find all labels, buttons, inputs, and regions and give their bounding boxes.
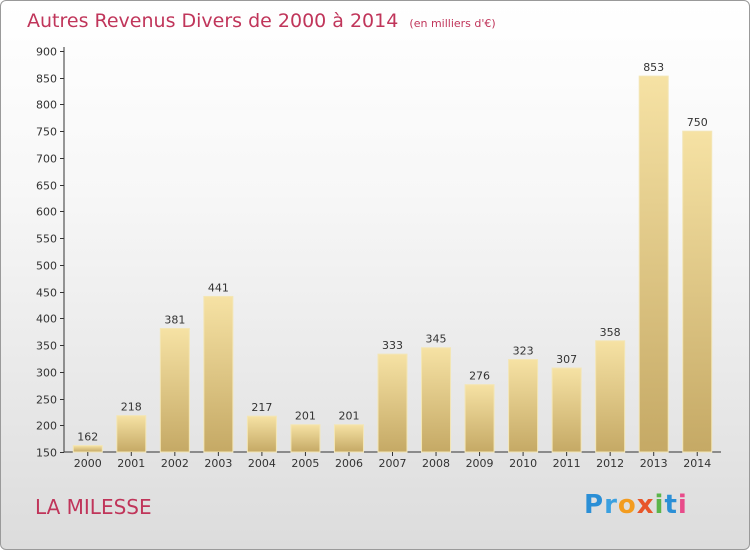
y-tick-label: 200 [36,420,57,433]
data-label: 750 [687,116,708,129]
x-tick-label: 2002 [161,457,189,470]
bar [638,75,669,453]
plot-area: 150 200 250 300 350 400 450 500 550 600 650 700 750 8… [36,46,721,470]
y-tick-label: 350 [36,340,57,353]
x-tick-label: 2005 [291,457,319,470]
x-tick-label: 2014 [683,457,711,470]
proxiti-logo: Proxiti [584,490,688,520]
chart-title-main: Autres Revenus Divers de 2000 à 2014 [27,10,399,32]
data-label: 358 [600,326,621,339]
y-tick-label: 450 [36,287,57,300]
data-label: 162 [77,431,98,444]
bar [72,445,103,453]
data-label: 217 [251,401,272,414]
y-tick-label: 700 [36,153,57,166]
x-tick-label: 2009 [466,457,494,470]
data-label: 441 [208,281,229,294]
y-tick-label: 250 [36,394,57,407]
x-tick-label: 2003 [204,457,232,470]
y-tick-label: 900 [36,46,57,59]
bar [290,424,321,453]
data-label: 276 [469,370,490,383]
y-tick-label: 500 [36,260,57,273]
data-label: 201 [295,410,316,423]
y-tick-label: 750 [36,126,57,139]
data-label: 381 [164,313,185,326]
chart-title: Autres Revenus Divers de 2000 à 2014 (en… [27,10,496,32]
data-label: 201 [338,410,359,423]
bar [333,424,364,453]
y-tick-label: 550 [36,233,57,246]
data-label: 218 [121,401,142,414]
bar [246,415,277,453]
x-tick-label: 2000 [74,457,102,470]
bar [116,415,147,453]
bar [159,327,190,453]
bar [595,340,626,453]
x-tick-label: 2012 [596,457,624,470]
y-tick-label: 800 [36,99,57,112]
y-tick-label: 600 [36,206,57,219]
y-tick-label: 300 [36,367,57,380]
x-tick-label: 2006 [335,457,363,470]
data-label: 307 [556,353,577,366]
x-tick-label: 2007 [379,457,407,470]
location-label: LA MILESSE [35,495,152,519]
chart-title-unit: (en milliers d'€) [409,17,496,30]
y-tick-label: 400 [36,313,57,326]
bar [508,359,539,453]
bar [421,347,452,453]
data-label: 323 [513,345,534,358]
x-tick-label: 2010 [509,457,537,470]
data-label: 333 [382,339,403,352]
x-tick-label: 2004 [248,457,276,470]
bar [551,367,582,453]
data-label: 345 [426,333,447,346]
x-tick-label: 2008 [422,457,450,470]
bar [464,384,495,453]
y-tick-label: 650 [36,180,57,193]
x-tick-label: 2013 [640,457,668,470]
bar [203,295,234,453]
bar [377,353,408,453]
data-label: 853 [643,61,664,74]
y-tick-label: 150 [36,447,57,460]
bar [682,130,713,453]
x-tick-label: 2001 [117,457,145,470]
y-tick-label: 850 [36,73,57,86]
x-tick-label: 2011 [553,457,581,470]
